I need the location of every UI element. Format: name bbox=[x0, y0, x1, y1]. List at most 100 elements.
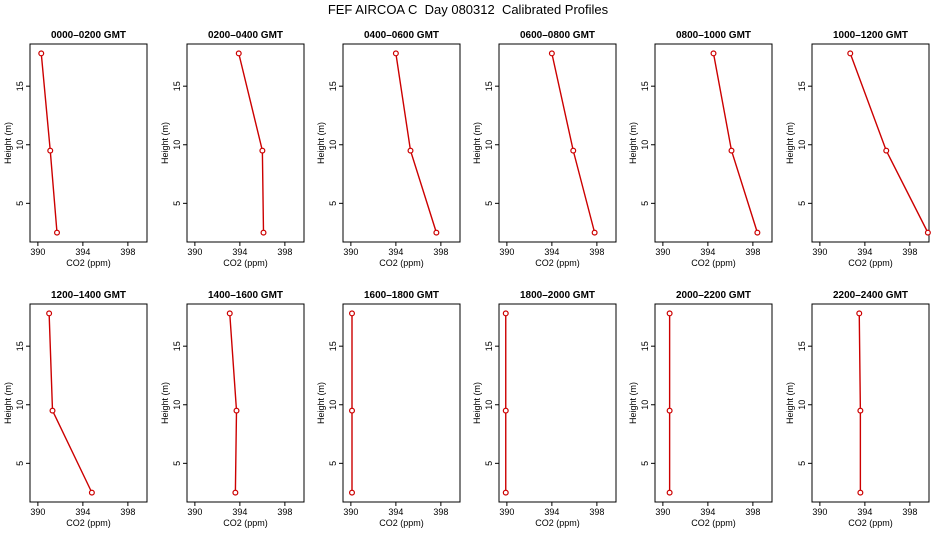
x-tick-label: 390 bbox=[187, 507, 202, 517]
data-point bbox=[53, 229, 60, 236]
y-tick-label: 10 bbox=[484, 400, 494, 410]
data-point bbox=[502, 407, 509, 414]
panel-title: 0600–0800 GMT bbox=[520, 30, 595, 41]
panel-title: 0400–0600 GMT bbox=[364, 30, 439, 41]
profile-line bbox=[849, 53, 929, 233]
x-tick-label: 390 bbox=[499, 507, 514, 517]
data-point bbox=[233, 407, 240, 414]
data-point bbox=[548, 50, 555, 57]
y-axis-label: Height (m) bbox=[316, 122, 326, 164]
y-axis-label: Height (m) bbox=[3, 122, 13, 164]
y-tick-label: 5 bbox=[797, 461, 807, 466]
x-tick-label: 398 bbox=[433, 507, 448, 517]
data-point bbox=[502, 310, 509, 317]
y-axis-label: Height (m) bbox=[160, 382, 170, 424]
panel-title: 1600–1800 GMT bbox=[364, 290, 439, 301]
y-tick-label: 5 bbox=[172, 201, 182, 206]
x-tick-label: 394 bbox=[75, 247, 90, 257]
figure-title: FEF AIRCOA C Day 080312 Calibrated Profi… bbox=[327, 2, 609, 17]
x-tick-label: 394 bbox=[857, 507, 872, 517]
x-tick-label: 394 bbox=[700, 247, 715, 257]
x-axis-label: CO2 (ppm) bbox=[691, 518, 736, 528]
data-point bbox=[232, 489, 239, 496]
panel-title: 1400–1600 GMT bbox=[208, 290, 283, 301]
x-tick-label: 398 bbox=[277, 507, 292, 517]
data-point bbox=[407, 147, 414, 154]
profile-line bbox=[395, 53, 438, 233]
y-tick-label: 5 bbox=[328, 201, 338, 206]
data-point bbox=[349, 310, 356, 317]
profile-line bbox=[858, 313, 862, 493]
x-tick-label: 398 bbox=[120, 247, 135, 257]
x-tick-label: 390 bbox=[655, 507, 670, 517]
y-tick-label: 5 bbox=[484, 461, 494, 466]
data-point bbox=[754, 229, 761, 236]
data-point bbox=[46, 310, 53, 317]
panel-title: 0800–1000 GMT bbox=[676, 30, 751, 41]
x-axis-label: CO2 (ppm) bbox=[848, 258, 893, 268]
y-axis-label: Height (m) bbox=[628, 122, 638, 164]
panel-title: 0000–0200 GMT bbox=[51, 30, 126, 41]
x-axis-label: CO2 (ppm) bbox=[66, 258, 111, 268]
data-point bbox=[49, 407, 56, 414]
data-point bbox=[847, 50, 854, 57]
y-tick-label: 5 bbox=[484, 201, 494, 206]
data-point bbox=[591, 229, 598, 236]
x-axis-label: CO2 (ppm) bbox=[379, 258, 424, 268]
profile-panel-4: 0600–0800 GMT 390 394 398 5 10 15 CO2 (ppm) Heig… bbox=[472, 30, 617, 268]
x-axis-label: CO2 (ppm) bbox=[535, 258, 580, 268]
data-point bbox=[226, 310, 233, 317]
x-tick-label: 394 bbox=[544, 507, 559, 517]
x-tick-label: 398 bbox=[902, 247, 917, 257]
x-axis-label: CO2 (ppm) bbox=[535, 518, 580, 528]
profile-panel-8: 1400–1600 GMT 390 394 398 5 10 15 CO2 (ppm) Heig… bbox=[160, 290, 305, 528]
plot-frame bbox=[29, 303, 148, 503]
panel-title: 1200–1400 GMT bbox=[51, 290, 126, 301]
y-tick-label: 5 bbox=[15, 461, 25, 466]
x-tick-label: 390 bbox=[499, 247, 514, 257]
profile-panel-1: 0000–0200 GMT 390 394 398 5 10 15 CO2 (ppm) Heig… bbox=[3, 30, 148, 268]
profile-panel-12: 2200–2400 GMT 390 394 398 5 10 15 CO2 (ppm) Heig… bbox=[785, 290, 930, 528]
data-point bbox=[235, 50, 242, 57]
data-point bbox=[392, 50, 399, 57]
plot-frame bbox=[498, 43, 617, 243]
x-tick-label: 394 bbox=[857, 247, 872, 257]
plot-frame bbox=[186, 303, 305, 503]
x-tick-label: 398 bbox=[902, 507, 917, 517]
y-tick-label: 5 bbox=[640, 461, 650, 466]
y-tick-label: 5 bbox=[797, 201, 807, 206]
data-point bbox=[666, 489, 673, 496]
plot-frame bbox=[811, 43, 930, 243]
y-tick-label: 15 bbox=[15, 81, 25, 91]
y-tick-label: 10 bbox=[797, 140, 807, 150]
data-point bbox=[38, 50, 45, 57]
profile-line bbox=[551, 53, 596, 233]
data-point bbox=[857, 489, 864, 496]
x-tick-label: 398 bbox=[589, 247, 604, 257]
y-tick-label: 10 bbox=[15, 140, 25, 150]
data-point bbox=[666, 310, 673, 317]
profile-panel-10: 1800–2000 GMT 390 394 398 5 10 15 CO2 (ppm) Heig… bbox=[472, 290, 617, 528]
x-tick-label: 390 bbox=[812, 507, 827, 517]
y-tick-label: 5 bbox=[15, 201, 25, 206]
y-tick-label: 15 bbox=[640, 81, 650, 91]
data-point bbox=[570, 147, 577, 154]
y-tick-label: 10 bbox=[484, 140, 494, 150]
x-axis-label: CO2 (ppm) bbox=[379, 518, 424, 528]
x-tick-label: 390 bbox=[343, 507, 358, 517]
profile-panel-6: 1000–1200 GMT 390 394 398 5 10 15 CO2 (ppm) Heig… bbox=[785, 30, 931, 268]
y-tick-label: 10 bbox=[15, 400, 25, 410]
data-point bbox=[924, 229, 931, 236]
y-tick-label: 15 bbox=[328, 341, 338, 351]
y-axis-label: Height (m) bbox=[785, 382, 795, 424]
x-tick-label: 390 bbox=[187, 247, 202, 257]
data-point bbox=[349, 407, 356, 414]
panel-title: 1800–2000 GMT bbox=[520, 290, 595, 301]
x-tick-label: 390 bbox=[30, 247, 45, 257]
x-axis-label: CO2 (ppm) bbox=[223, 518, 268, 528]
y-tick-label: 10 bbox=[640, 400, 650, 410]
profile-line bbox=[48, 313, 93, 493]
y-tick-label: 10 bbox=[640, 140, 650, 150]
plot-frame bbox=[654, 303, 773, 503]
